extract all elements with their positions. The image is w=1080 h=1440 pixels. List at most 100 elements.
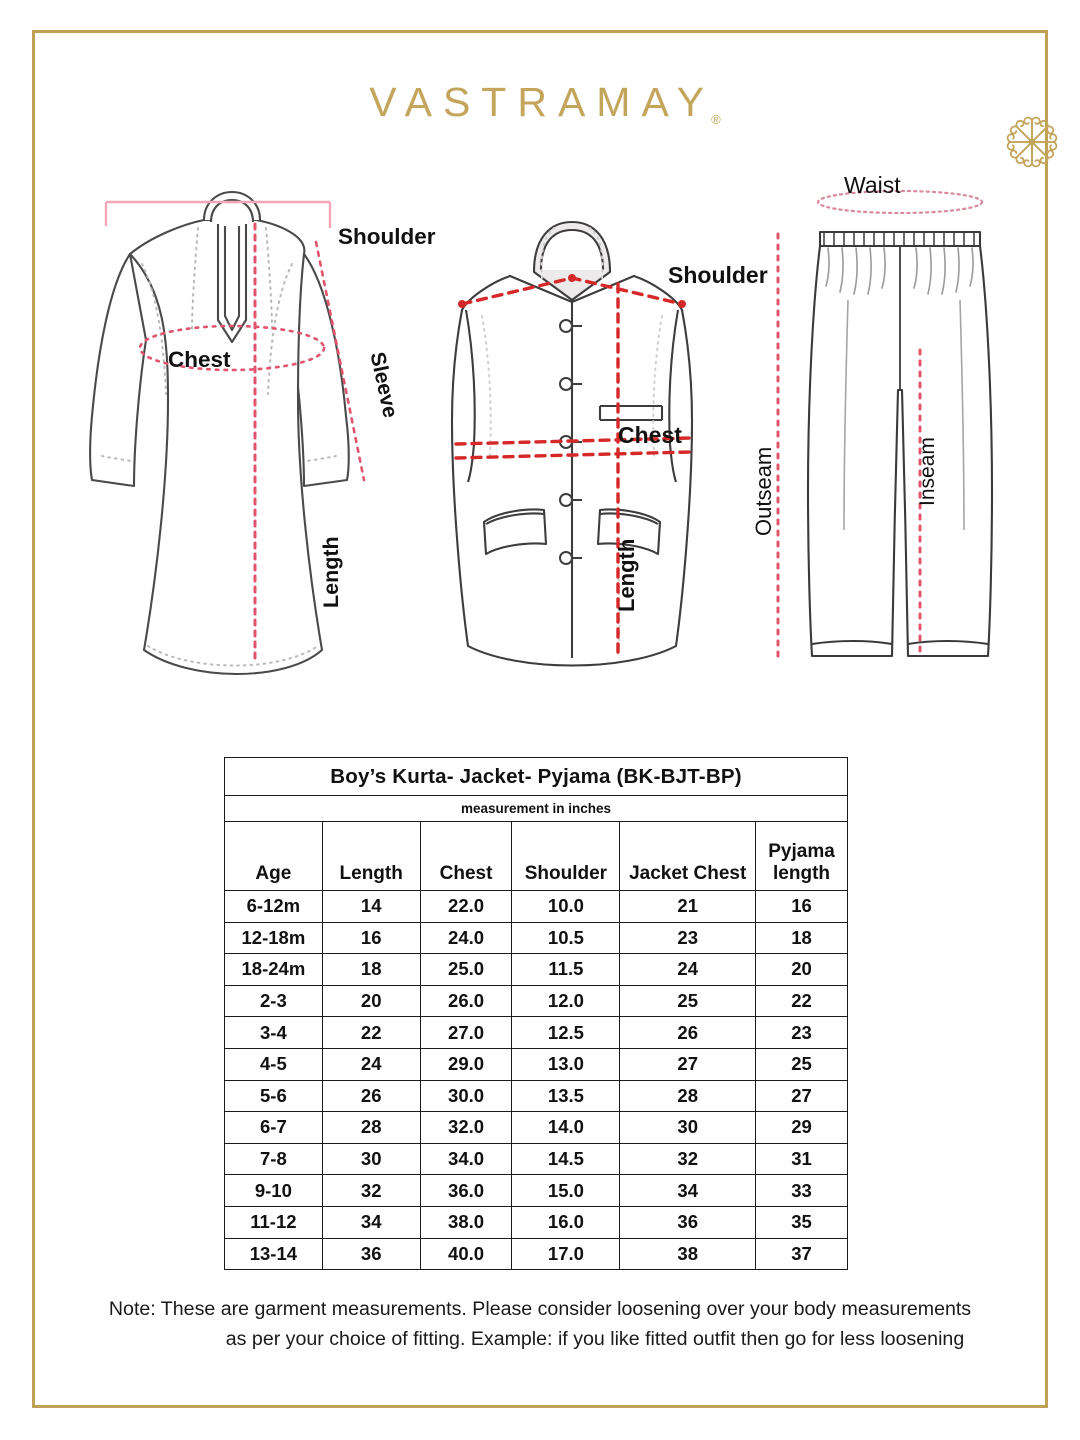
sleeve-measure-line [314,240,366,482]
table-cell: 9-10 [224,1174,323,1207]
kurta-diagram [89,190,366,675]
table-row: 6-7 28 32.0 14.0 30 29 [224,1111,848,1144]
table-cell: 38 [619,1237,757,1271]
table-subtitle: measurement in inches [224,795,848,822]
table-cell: 37 [755,1237,848,1271]
table-row: 2-3 20 26.0 12.0 25 22 [224,984,848,1018]
table-cell: 4-5 [224,1047,323,1081]
table-cell: 27 [619,1047,757,1081]
pyjama-waist-label: Waist [844,172,901,198]
jacket-diagram [450,220,694,667]
table-cell: 32 [321,1174,421,1207]
column-header-pyjama-line2: length [773,862,831,884]
table-cell: 22.0 [419,890,513,923]
column-header-pyjama-length: Pyjama length [755,821,848,891]
table-row: 13-14 36 40.0 17.0 38 37 [224,1237,848,1271]
pyjama-outseam-label: Outseam [751,446,776,536]
table-cell: 3-4 [224,1016,323,1049]
table-row: 4-5 24 29.0 13.0 27 25 [224,1047,848,1081]
table-cell: 11.5 [511,953,621,986]
table-cell: 22 [755,984,848,1018]
table-cell: 24 [321,1047,421,1081]
table-cell: 38.0 [419,1205,513,1239]
registered-mark: ® [711,111,721,127]
table-cell: 25 [619,984,757,1018]
shoulder-measure-line [104,200,332,228]
table-cell: 18 [755,921,848,955]
table-cell: 18 [321,953,421,986]
table-cell: 23 [755,1016,848,1049]
table-cell: 15.0 [511,1174,621,1207]
table-cell: 24.0 [419,921,513,955]
jacket-length-label: Length [614,538,639,612]
table-cell: 29 [755,1111,848,1144]
table-cell: 20 [755,953,848,986]
table-title-row: Boy’s Kurta- Jacket- Pyjama (BK-BJT-BP) [224,757,848,796]
table-cell: 14.5 [511,1142,621,1176]
table-cell: 2-3 [224,984,323,1018]
table-cell: 32.0 [419,1111,513,1144]
pyjama-inseam-label: Inseam [916,437,939,506]
table-cell: 14.0 [511,1111,621,1144]
table-row: 9-10 32 36.0 15.0 34 33 [224,1174,848,1207]
table-cell: 33 [755,1174,848,1207]
table-cell: 26 [619,1016,757,1049]
table-row: 12-18m 16 24.0 10.5 23 18 [224,921,848,955]
kurta-chest-label: Chest [168,347,231,372]
jacket-chest-measure-line [454,436,692,446]
table-cell: 13.0 [511,1047,621,1081]
table-cell: 13.5 [511,1079,621,1113]
table-cell: 34 [619,1174,757,1207]
chest-measure-line [138,324,326,372]
table-cell: 40.0 [419,1237,513,1271]
table-cell: 29.0 [419,1047,513,1081]
table-cell: 27.0 [419,1016,513,1049]
table-row: 3-4 22 27.0 12.5 26 23 [224,1016,848,1049]
table-cell: 30 [619,1111,757,1144]
table-cell: 5-6 [224,1079,323,1113]
table-body: 6-12m 14 22.0 10.0 21 16 12-18m 16 24.0 10.5 23 18 1… [224,890,848,1271]
floral-star-ornament-icon [1007,116,1058,167]
table-cell: 16.0 [511,1205,621,1239]
table-cell: 23 [619,921,757,955]
table-row: 11-12 34 38.0 16.0 36 35 [224,1205,848,1239]
column-header-length: Length [321,821,421,891]
table-cell: 28 [619,1079,757,1113]
table-cell: 13-14 [224,1237,323,1271]
table-cell: 11-12 [224,1205,323,1239]
table-row: 5-6 26 30.0 13.5 28 27 [224,1079,848,1113]
table-cell: 28 [321,1111,421,1144]
table-cell: 32 [619,1142,757,1176]
kurta-shoulder-label: Shoulder [338,224,436,249]
table-header-row: Age Length Chest Shoulder Jacket Chest P… [224,821,848,891]
table-cell: 27 [755,1079,848,1113]
table-cell: 17.0 [511,1237,621,1271]
garment-illustrations: Shoulder Chest Sleeve Length [32,150,1048,730]
table-subtitle-row: measurement in inches [224,795,848,822]
table-cell: 12.0 [511,984,621,1018]
size-chart-table: Boy’s Kurta- Jacket- Pyjama (BK-BJT-BP) … [224,757,848,1271]
table-cell: 24 [619,953,757,986]
table-cell: 31 [755,1142,848,1176]
column-header-pyjama-line1: Pyjama [768,841,835,863]
jacket-shoulder-label: Shoulder [668,262,768,288]
table-cell: 25.0 [419,953,513,986]
table-cell: 16 [321,921,421,955]
brand-logo: VASTRAMAY® [0,52,1080,167]
pyjama-diagram [776,189,994,658]
table-cell: 21 [619,890,757,923]
table-cell: 10.0 [511,890,621,923]
note-line-1: Note: These are garment measurements. Pl… [108,1298,972,1320]
table-cell: 20 [321,984,421,1018]
table-cell: 6-7 [224,1111,323,1144]
table-cell: 25 [755,1047,848,1081]
note-line-2: as per your choice of fitting. Example: … [225,1328,965,1351]
table-cell: 30.0 [419,1079,513,1113]
table-cell: 36.0 [419,1174,513,1207]
table-title: Boy’s Kurta- Jacket- Pyjama (BK-BJT-BP) [224,757,848,796]
table-cell: 36 [619,1205,757,1239]
waist-measure-line [816,189,984,215]
brand-name: VASTRAMAY [369,78,716,125]
jacket-chest-label: Chest [618,422,682,448]
